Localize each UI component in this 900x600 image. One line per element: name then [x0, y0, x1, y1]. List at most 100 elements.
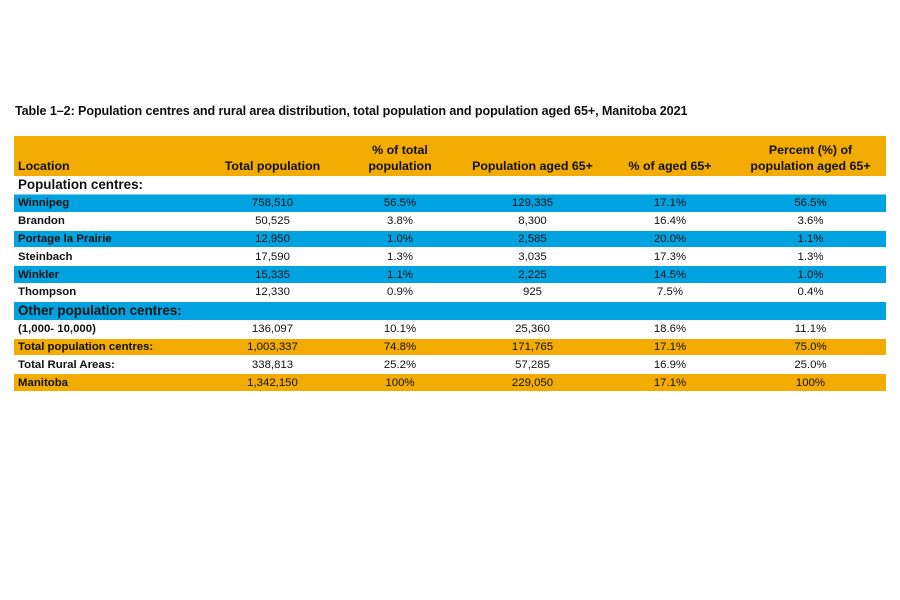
cell-population-65 — [460, 176, 605, 195]
cell-population-65 — [460, 301, 605, 321]
header-pct-aged-65: % of aged 65+ — [605, 136, 735, 176]
cell-population-65: 925 — [460, 283, 605, 302]
cell-pct-aged-65: 20.0% — [605, 230, 735, 249]
header-text: Total population — [224, 159, 321, 173]
cell-population-65: 3,035 — [460, 247, 605, 267]
cell-population-65: 129,335 — [460, 194, 605, 213]
cell-total-population: 15,335 — [205, 265, 340, 284]
population-table: Location Total population % of total popula… — [14, 136, 886, 392]
cell-location: Winnipeg — [14, 194, 205, 213]
header-text: Population aged 65+ — [472, 159, 593, 173]
cell-pct-aged-65: 14.5% — [605, 265, 735, 284]
cell-total-population: 17,590 — [205, 247, 340, 267]
cell-pct-total-population — [340, 301, 460, 321]
cell-pct-of-population-65: 25.0% — [735, 355, 886, 375]
cell-pct-total-population: 1.0% — [340, 230, 460, 249]
cell-pct-total-population: 100% — [340, 373, 460, 392]
cell-total-population — [205, 176, 340, 195]
cell-location: Brandon — [14, 212, 205, 231]
header-text: % of aged 65+ — [628, 159, 712, 173]
cell-location: Other population centres: — [14, 301, 205, 321]
cell-population-65: 2,225 — [460, 265, 605, 284]
cell-pct-total-population: 0.9% — [340, 283, 460, 302]
header-text: Percent (%) of — [768, 143, 853, 157]
cell-pct-aged-65 — [605, 176, 735, 195]
header-text: % of total — [372, 143, 428, 157]
cell-pct-total-population: 74.8% — [340, 338, 460, 357]
cell-pct-of-population-65: 0.4% — [735, 283, 886, 302]
header-text: Location — [18, 159, 70, 173]
cell-pct-total-population: 10.1% — [340, 320, 460, 339]
cell-location: (1,000- 10,000) — [14, 320, 205, 339]
table-row: Portage la Prairie 12,950 1.0% 2,585 20.0% 1.… — [14, 230, 886, 249]
cell-total-population: 758,510 — [205, 194, 340, 213]
cell-location: Steinbach — [14, 247, 205, 267]
header-total-population: Total population — [205, 136, 340, 176]
header-text: population aged 65+ — [750, 159, 871, 173]
cell-pct-total-population: 56.5% — [340, 194, 460, 213]
cell-pct-total-population: 1.3% — [340, 247, 460, 267]
table-row: (1,000- 10,000) 136,097 10.1% 25,360 18.6% 11… — [14, 320, 886, 339]
cell-location: Thompson — [14, 283, 205, 302]
header-text: population — [368, 159, 432, 173]
cell-total-population: 136,097 — [205, 320, 340, 339]
cell-location: Total population centres: — [14, 338, 205, 357]
cell-pct-aged-65: 17.1% — [605, 194, 735, 213]
cell-pct-aged-65: 17.1% — [605, 338, 735, 357]
table-row: Total population centres: 1,003,337 74.8% 1… — [14, 338, 886, 357]
cell-pct-total-population: 1.1% — [340, 265, 460, 284]
section-row: Other population centres: — [14, 301, 886, 321]
cell-location: Manitoba — [14, 373, 205, 392]
cell-population-65: 25,360 — [460, 320, 605, 339]
header-population-65: Population aged 65+ — [460, 136, 605, 176]
table-row: Thompson 12,330 0.9% 925 7.5% 0.4% — [14, 283, 886, 302]
cell-pct-aged-65: 17.3% — [605, 247, 735, 267]
header-pct-total-population: % of total population — [340, 136, 460, 176]
cell-population-65: 171,765 — [460, 338, 605, 357]
table-title: Table 1–2: Population centres and rural … — [15, 104, 688, 118]
table-row: Winnipeg 758,510 56.5% 129,335 17.1% 56.5% — [14, 194, 886, 213]
cell-total-population: 50,525 — [205, 212, 340, 231]
cell-pct-total-population — [340, 176, 460, 195]
cell-location: Winkler — [14, 265, 205, 284]
cell-population-65: 2,585 — [460, 230, 605, 249]
cell-pct-aged-65: 7.5% — [605, 283, 735, 302]
header-pct-of-population-65: Percent (%) of population aged 65+ — [735, 136, 886, 176]
cell-pct-aged-65: 16.4% — [605, 212, 735, 231]
cell-pct-of-population-65: 1.3% — [735, 247, 886, 267]
cell-pct-aged-65: 16.9% — [605, 355, 735, 375]
table-row: Brandon 50,525 3.8% 8,300 16.4% 3.6% — [14, 212, 886, 231]
cell-location: Population centres: — [14, 176, 205, 195]
cell-pct-total-population: 25.2% — [340, 355, 460, 375]
cell-pct-aged-65 — [605, 301, 735, 321]
cell-pct-aged-65: 18.6% — [605, 320, 735, 339]
cell-pct-of-population-65: 1.1% — [735, 230, 886, 249]
table-body: Population centres: Winnipeg 758,510 56.5% 1… — [14, 176, 886, 392]
cell-pct-of-population-65 — [735, 176, 886, 195]
cell-total-population: 1,342,150 — [205, 373, 340, 392]
cell-population-65: 229,050 — [460, 373, 605, 392]
cell-population-65: 57,285 — [460, 355, 605, 375]
cell-location: Portage la Prairie — [14, 230, 205, 249]
cell-pct-of-population-65 — [735, 301, 886, 321]
cell-total-population: 12,950 — [205, 230, 340, 249]
table-row: Manitoba 1,342,150 100% 229,050 17.1% 100% — [14, 373, 886, 392]
header-location: Location — [14, 136, 205, 176]
cell-total-population: 12,330 — [205, 283, 340, 302]
table-row: Steinbach 17,590 1.3% 3,035 17.3% 1.3% — [14, 247, 886, 267]
cell-pct-of-population-65: 1.0% — [735, 265, 886, 284]
cell-pct-of-population-65: 100% — [735, 373, 886, 392]
table-row: Total Rural Areas: 338,813 25.2% 57,285 16.9… — [14, 355, 886, 375]
cell-total-population — [205, 301, 340, 321]
cell-pct-aged-65: 17.1% — [605, 373, 735, 392]
header-row: Location Total population % of total popula… — [14, 136, 886, 176]
cell-pct-of-population-65: 75.0% — [735, 338, 886, 357]
cell-pct-of-population-65: 56.5% — [735, 194, 886, 213]
cell-pct-of-population-65: 11.1% — [735, 320, 886, 339]
cell-pct-of-population-65: 3.6% — [735, 212, 886, 231]
cell-total-population: 338,813 — [205, 355, 340, 375]
cell-pct-total-population: 3.8% — [340, 212, 460, 231]
cell-location: Total Rural Areas: — [14, 355, 205, 375]
cell-total-population: 1,003,337 — [205, 338, 340, 357]
table-row: Winkler 15,335 1.1% 2,225 14.5% 1.0% — [14, 265, 886, 284]
